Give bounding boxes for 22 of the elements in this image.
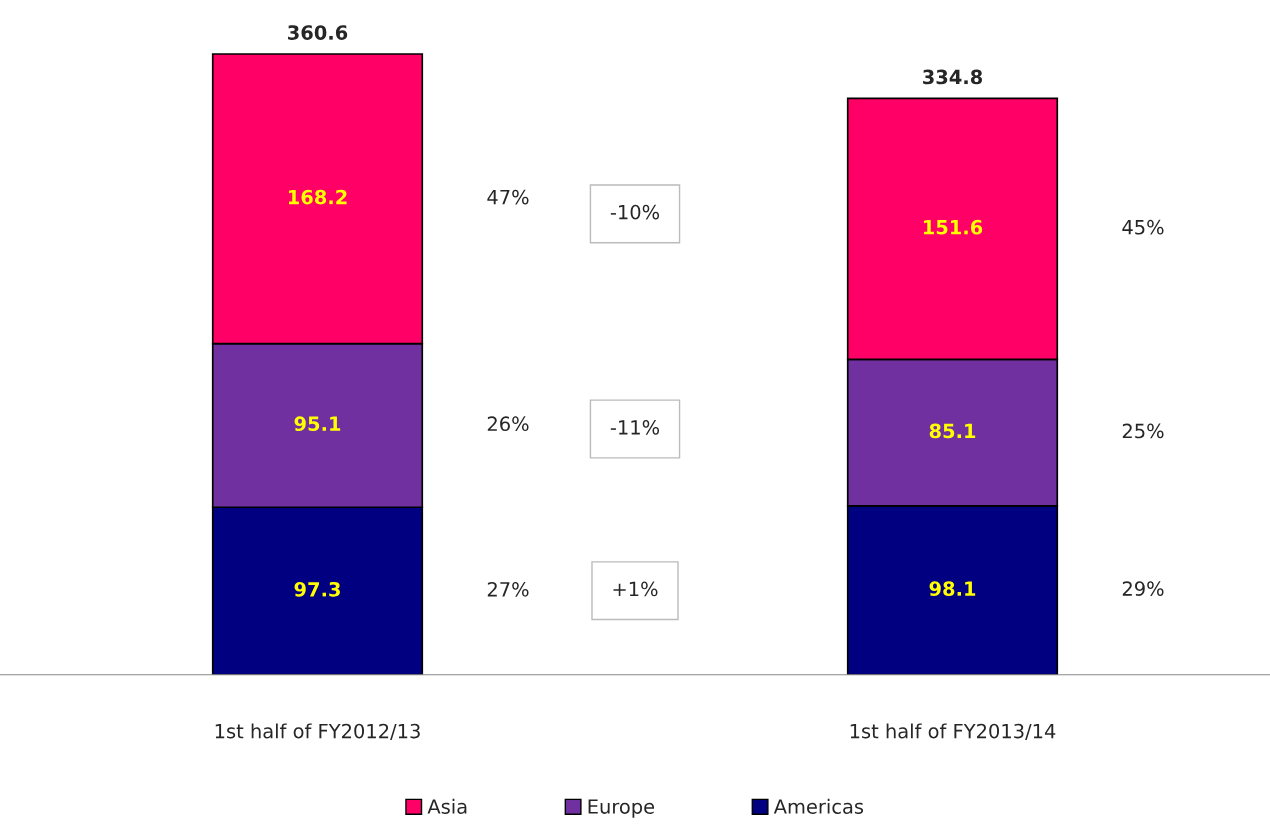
annotation: 29% (1122, 581, 1164, 596)
data-label: 168.2 (288, 189, 347, 205)
annotation: 47% (487, 189, 529, 205)
data-label: 97.3 (294, 581, 340, 597)
legend-label: Asia (427, 798, 467, 814)
annotation: +1% (613, 581, 658, 597)
legend-label: Americas (773, 798, 864, 814)
data-label: 151.6 (923, 219, 983, 235)
annotation: 45% (1122, 219, 1164, 235)
annotation: 27% (487, 581, 529, 597)
data-label: 95.1 (294, 416, 341, 432)
annotation: 26% (487, 416, 529, 432)
data-label: 85.1 (929, 423, 976, 439)
data-label: 98.1 (929, 581, 976, 596)
total-label: 334.8 (923, 69, 983, 85)
x-tick-label: 1st half of FY2013/14 (850, 723, 1056, 740)
legend-label: Europe (588, 799, 655, 818)
total-label: 360.6 (288, 25, 348, 40)
x-tick-label: 1st half of FY2012/13 (215, 723, 420, 740)
annotation: -11% (610, 419, 660, 435)
annotation: 25% (1122, 423, 1164, 439)
annotation: -10% (610, 204, 660, 220)
